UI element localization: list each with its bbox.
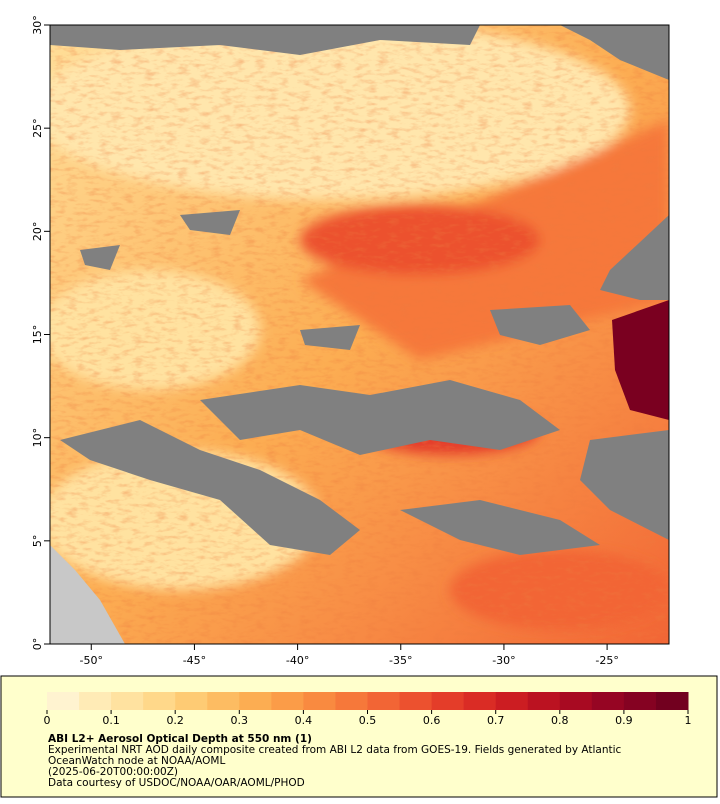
x-tick-label: -50°	[80, 654, 103, 667]
colorbar-step	[399, 692, 433, 710]
caption-credit: Data courtesy of USDOC/NOAA/OAR/AOML/PHO…	[48, 777, 305, 789]
colorbar-step	[463, 692, 497, 710]
colorbar-step	[367, 692, 401, 710]
colorbar-tick-label: 0.8	[551, 714, 569, 727]
colorbar-step	[175, 692, 208, 710]
y-tick-label: 15°	[31, 325, 44, 345]
colorbar-step	[623, 692, 657, 710]
caption-timestamp: (2025-06-20T00:00:00Z)	[48, 766, 178, 778]
y-tick-label: 5°	[31, 535, 44, 548]
colorbar-step	[559, 692, 593, 710]
colorbar-tick-label: 0.3	[231, 714, 249, 727]
y-tick-label: 0°	[31, 638, 44, 651]
colorbar-step	[527, 692, 561, 710]
colorbar-step	[239, 692, 272, 710]
colorbar-step	[143, 692, 176, 710]
y-tick-label: 10°	[31, 428, 44, 448]
colorbar-step	[335, 692, 368, 710]
colorbar-tick-label: 1	[685, 714, 692, 727]
colorbar-tick-label: 0.4	[295, 714, 313, 727]
colorbar-step	[111, 692, 144, 710]
colorbar-tick-label: 0	[44, 714, 51, 727]
caption-line: OceanWatch node at NOAA/AOML	[48, 755, 225, 767]
x-tick-label: -35°	[389, 654, 412, 667]
colorbar-step	[207, 692, 240, 710]
colorbar-step	[303, 692, 336, 710]
y-tick-label: 20°	[31, 222, 44, 242]
caption-line: Experimental NRT AOD daily composite cre…	[48, 744, 622, 756]
x-tick-label: -25°	[595, 654, 618, 667]
y-tick-label: 30°	[31, 15, 44, 35]
x-tick-label: -30°	[492, 654, 515, 667]
colorbar-tick-label: 0.2	[166, 714, 184, 727]
colorbar-tick-label: 0.9	[615, 714, 633, 727]
colorbar-tick-label: 0.7	[487, 714, 505, 727]
colorbar-step	[655, 692, 689, 710]
colorbar-step	[431, 692, 465, 710]
colorbar-tick-label: 0.5	[359, 714, 377, 727]
colorbar-step	[79, 692, 112, 710]
x-tick-label: -45°	[183, 654, 206, 667]
colorbar-tick-label: 0.6	[423, 714, 441, 727]
colorbar-step	[47, 692, 80, 710]
y-tick-label: 25°	[31, 118, 44, 138]
colorbar-tick-label: 0.1	[102, 714, 120, 727]
colorbar-step	[271, 692, 304, 710]
colorbar-step	[591, 692, 625, 710]
x-tick-label: -40°	[286, 654, 309, 667]
colorbar-step	[495, 692, 529, 710]
caption-title: ABI L2+ Aerosol Optical Depth at 550 nm …	[48, 733, 312, 745]
aod-map	[50, 25, 669, 644]
